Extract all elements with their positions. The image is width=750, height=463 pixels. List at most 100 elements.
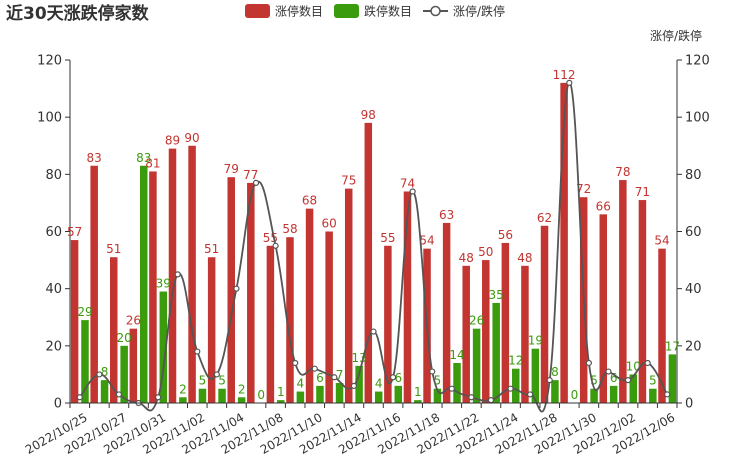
bar-label-limit-down: 39 bbox=[156, 277, 171, 291]
bar-label-limit-down: 1 bbox=[277, 385, 285, 399]
bar-limit-down bbox=[531, 348, 540, 403]
bar-limit-up bbox=[658, 248, 666, 403]
line-ratio-point bbox=[624, 377, 632, 384]
legend-item-ratio[interactable]: 涨停/跌停 bbox=[423, 4, 505, 19]
bar-label-limit-down: 17 bbox=[665, 339, 680, 353]
line-ratio-point bbox=[585, 359, 592, 367]
y-axis-left: 0 20 40 60 80 100 120 bbox=[37, 54, 71, 412]
bar-label-limit-up: 68 bbox=[302, 194, 317, 208]
bar-limit-down bbox=[453, 362, 461, 403]
bar-label-limit-up: 98 bbox=[361, 108, 376, 122]
bar-limit-down bbox=[668, 354, 677, 403]
legend-label-limit-down: 跌停数目 bbox=[364, 4, 412, 19]
bar-label-limit-down: 2 bbox=[238, 382, 246, 396]
bar-label-limit-down: 10 bbox=[626, 359, 641, 373]
bar-limit-up bbox=[129, 328, 138, 403]
bar-label-limit-down: 5 bbox=[649, 374, 657, 388]
line-ratio-point bbox=[664, 391, 671, 398]
legend-swatch-limit-down bbox=[334, 4, 359, 18]
bar-limit-down bbox=[374, 391, 383, 403]
y-tick-label-right: 80 bbox=[685, 168, 702, 183]
bar-limit-down bbox=[492, 302, 500, 403]
bar-limit-down bbox=[139, 165, 148, 403]
y-tick-label-left: 120 bbox=[37, 54, 62, 69]
bar-limit-up bbox=[247, 182, 255, 403]
bar-label-limit-down: 2 bbox=[179, 382, 187, 396]
line-ratio-point bbox=[409, 188, 416, 195]
legend-marker-ratio bbox=[430, 5, 441, 17]
legend-label-ratio: 涨停/跌停 bbox=[453, 4, 505, 19]
line-ratio-point bbox=[644, 359, 651, 367]
bar-label-limit-up: 54 bbox=[654, 234, 669, 248]
bar-label-limit-up: 90 bbox=[184, 131, 199, 145]
y-tick-label-left: 0 bbox=[54, 397, 62, 412]
y-axis-right: 0 20 40 60 80 100 120 bbox=[676, 54, 710, 412]
bar-limit-down bbox=[414, 400, 422, 403]
bar-label-limit-up: 71 bbox=[635, 185, 650, 199]
bar-label-limit-up: 50 bbox=[478, 245, 493, 259]
line-ratio-point bbox=[252, 179, 260, 187]
bar-limit-up bbox=[188, 145, 196, 403]
y-tick-label-left: 60 bbox=[45, 225, 62, 240]
bar-limit-up bbox=[266, 245, 275, 403]
bar-label-limit-up: 89 bbox=[165, 134, 180, 148]
bar-label-limit-up: 60 bbox=[321, 217, 336, 231]
bar-label-limit-up: 81 bbox=[145, 156, 160, 170]
line-ratio-point bbox=[527, 391, 534, 398]
bar-label-limit-down: 35 bbox=[489, 288, 504, 302]
bar-label-limit-down: 29 bbox=[77, 305, 92, 319]
bar-label-limit-up: 58 bbox=[282, 222, 297, 236]
y-tick-label-left: 80 bbox=[45, 168, 62, 183]
line-ratio-point bbox=[194, 348, 201, 355]
bar-label-limit-down: 6 bbox=[610, 371, 618, 385]
bar-label-limit-down: 0 bbox=[571, 388, 579, 402]
line-ratio-point bbox=[213, 371, 220, 378]
bar-label-limit-down: 6 bbox=[394, 371, 402, 385]
bar-limit-down bbox=[590, 388, 598, 403]
line-ratio-point bbox=[174, 271, 181, 278]
bar-limit-down bbox=[179, 397, 187, 403]
bar-series bbox=[70, 82, 677, 403]
bar-limit-down bbox=[81, 320, 89, 403]
line-ratio-point bbox=[311, 365, 318, 372]
bar-label-limit-up: 79 bbox=[224, 162, 239, 176]
bar-limit-up bbox=[619, 180, 627, 403]
bar-limit-up bbox=[227, 177, 235, 403]
legend-swatch-limit-up bbox=[245, 4, 270, 18]
y-tick-label-right: 60 bbox=[685, 225, 702, 240]
bar-label-limit-down: 14 bbox=[449, 348, 464, 362]
bar-limit-down bbox=[472, 328, 481, 403]
bar-label-limit-down: 1 bbox=[414, 385, 422, 399]
bar-label-limit-up: 75 bbox=[341, 174, 356, 188]
bar-label-limit-down: 8 bbox=[101, 365, 109, 379]
line-ratio-point bbox=[389, 374, 397, 381]
bar-limit-down bbox=[335, 382, 344, 403]
line-ratio-point bbox=[272, 242, 279, 249]
bar-label-limit-down: 5 bbox=[434, 374, 442, 388]
bar-limit-up bbox=[521, 265, 529, 403]
y-tick-label-left: 20 bbox=[45, 339, 62, 354]
bar-label-limit-down: 4 bbox=[375, 377, 383, 391]
bar-limit-down bbox=[120, 345, 128, 403]
legend-item-limit-up[interactable]: 涨停数目 bbox=[245, 4, 323, 19]
legend-item-limit-down[interactable]: 跌停数目 bbox=[334, 4, 412, 19]
y-tick-label-left: 100 bbox=[37, 111, 62, 126]
bar-label-limit-up: 51 bbox=[204, 242, 219, 256]
line-ratio-path bbox=[79, 81, 668, 413]
bar-limit-up bbox=[207, 257, 216, 403]
line-ratio-point bbox=[468, 394, 475, 401]
bar-limit-up bbox=[305, 208, 314, 403]
line-ratio-point bbox=[115, 391, 123, 398]
x-axis: 2022/10/252022/10/272022/10/312022/11/02… bbox=[23, 402, 678, 457]
bar-limit-up bbox=[344, 188, 353, 403]
bar-limit-up bbox=[501, 242, 510, 403]
bar-limit-up bbox=[384, 245, 392, 403]
bar-limit-up bbox=[462, 265, 470, 403]
y-tick-label-right: 100 bbox=[685, 111, 710, 126]
line-ratio-point bbox=[507, 385, 514, 392]
line-ratio-point bbox=[605, 368, 612, 375]
bar-limit-up bbox=[560, 82, 568, 403]
line-ratio-point bbox=[233, 285, 240, 292]
legend[interactable]: 涨停数目 跌停数目 涨停/跌停 bbox=[245, 4, 505, 19]
